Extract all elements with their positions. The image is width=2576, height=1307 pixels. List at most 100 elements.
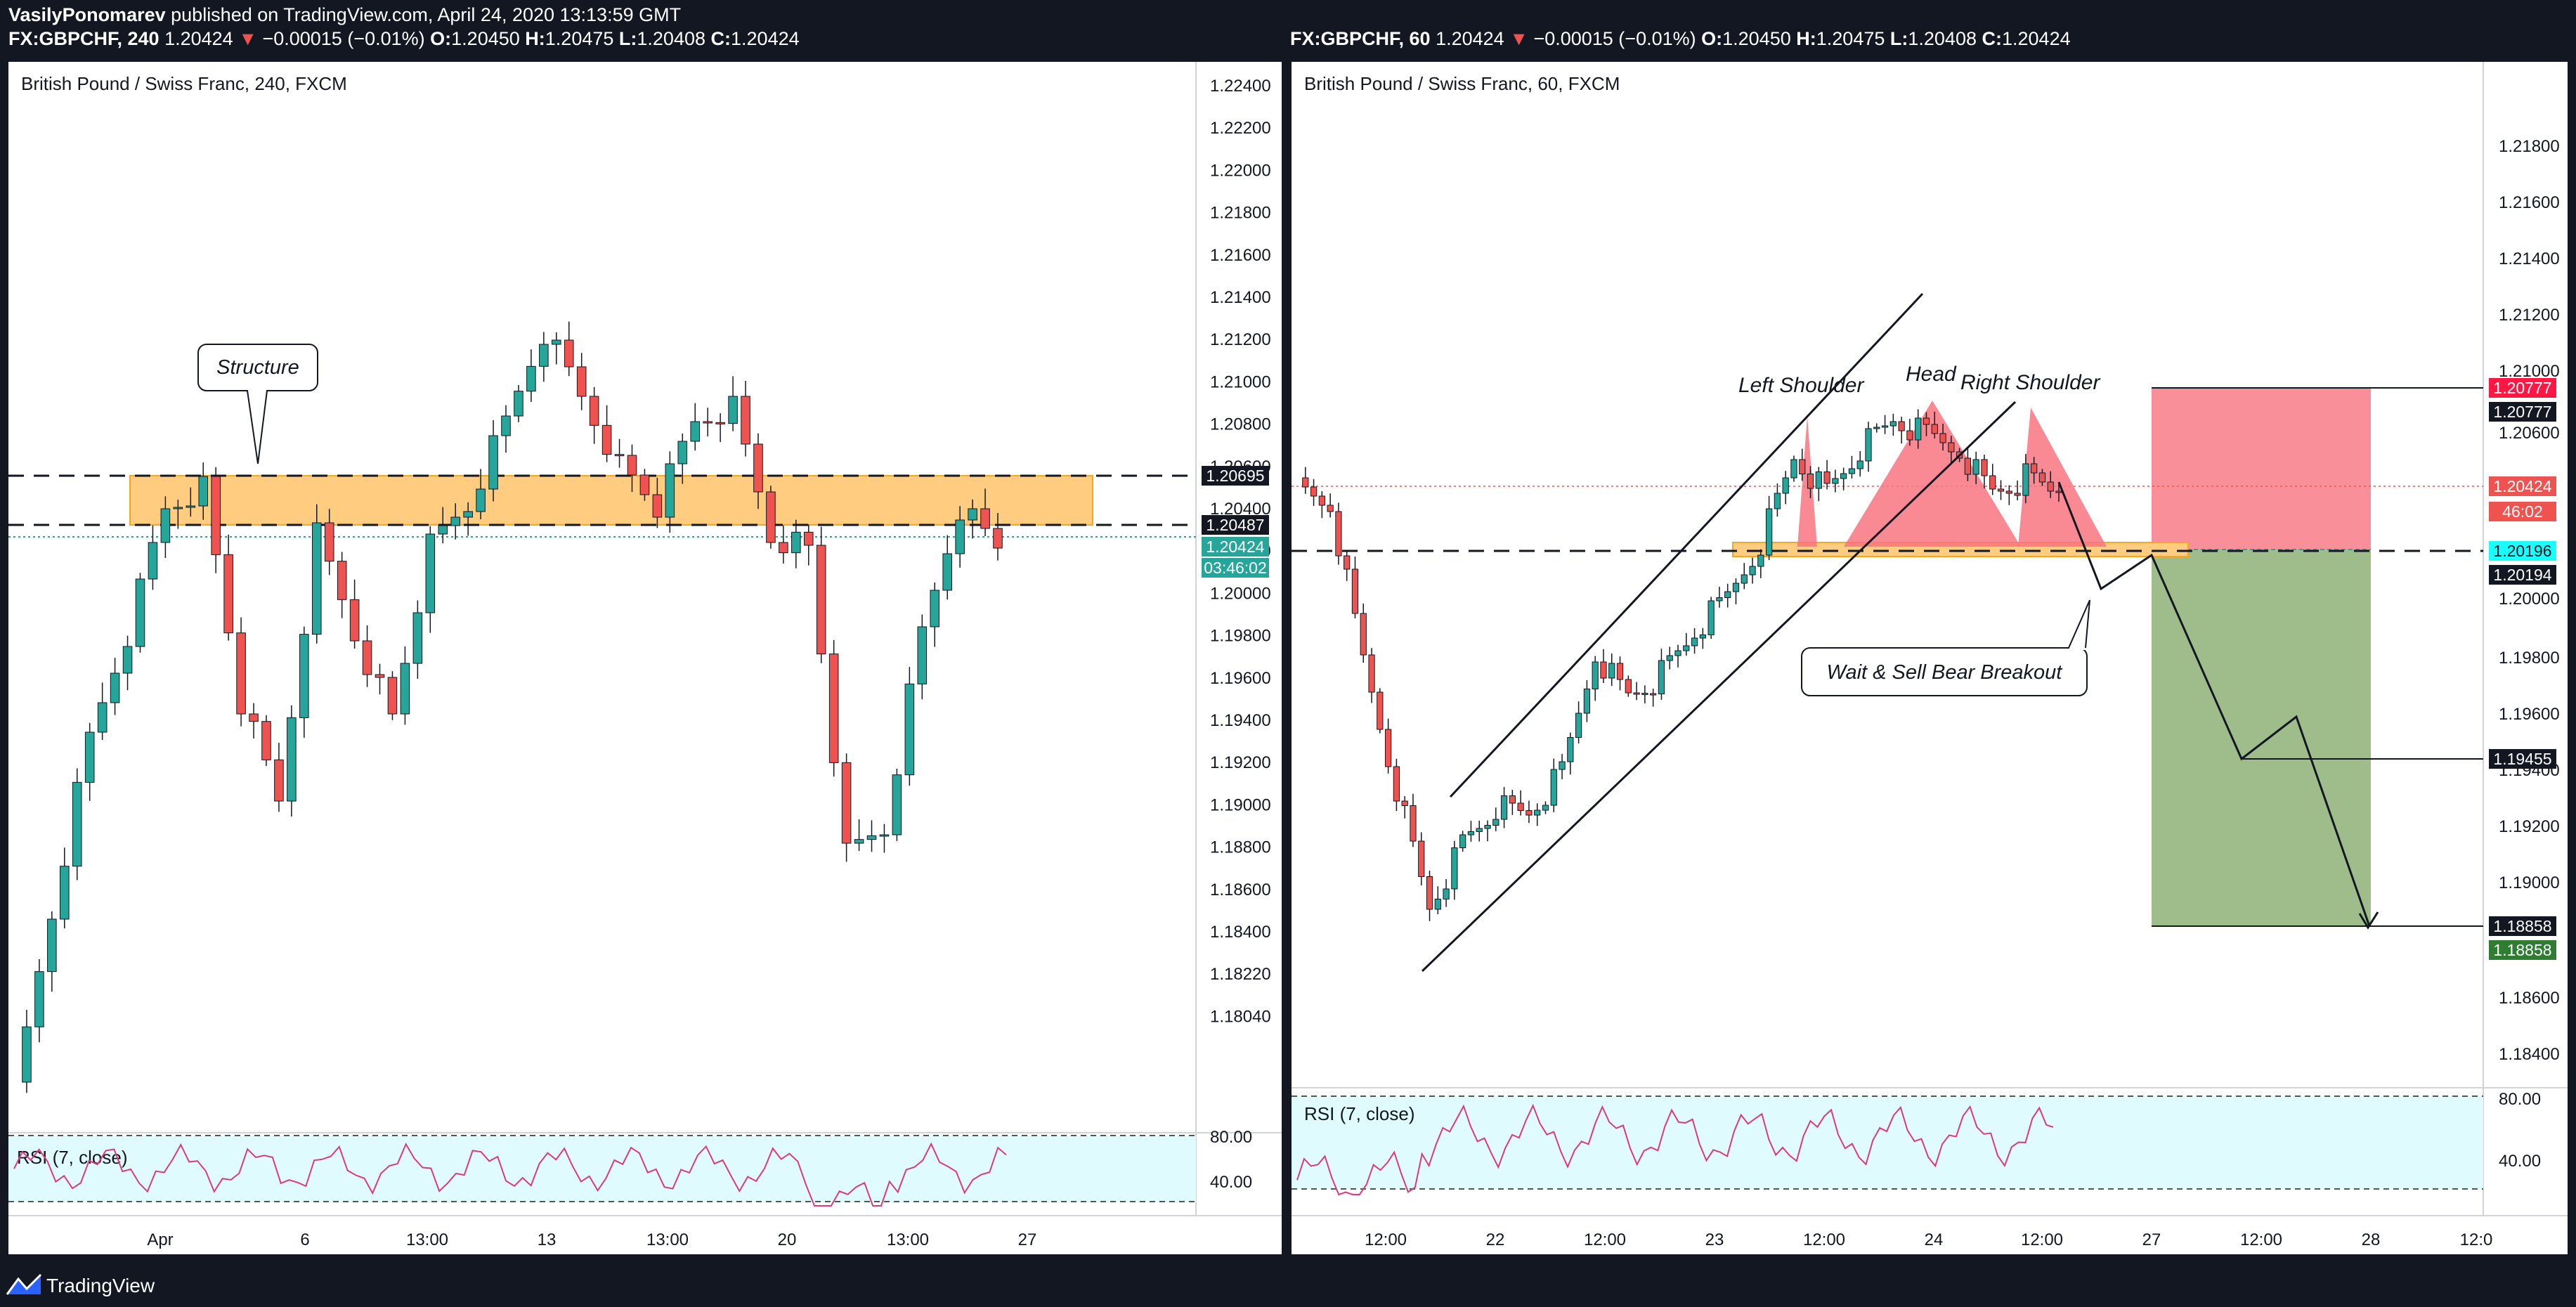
candle-body: [463, 511, 473, 518]
candle-body: [652, 494, 663, 518]
time-tick: 13:00: [406, 1230, 448, 1249]
candle-body: [942, 553, 952, 591]
candle-body: [955, 519, 965, 554]
candle-body: [2055, 490, 2062, 493]
time-tick: 27: [2142, 1230, 2161, 1249]
channel-upper-line[interactable]: [1449, 292, 1924, 798]
candle-body: [387, 677, 398, 715]
right-quote-line: FX:GBPCHF, 60 1.20424 ▼ −0.00015 (−0.01%…: [1290, 28, 2071, 50]
footer: TradingView: [0, 1265, 2576, 1307]
candle-body: [110, 672, 120, 703]
candle-body: [1757, 554, 1764, 567]
channel-lower-line[interactable]: [1421, 401, 2017, 973]
candle-body: [2005, 490, 2012, 494]
candle-body: [1972, 459, 1979, 475]
candle-body: [627, 455, 637, 476]
close-label: C:: [710, 28, 731, 49]
projected-path[interactable]: [2057, 481, 2371, 927]
open-label: O:: [430, 28, 452, 49]
candle-body: [1476, 828, 1483, 832]
candle-body: [299, 634, 309, 718]
low-label: L:: [1889, 28, 1908, 49]
candle-body: [425, 533, 436, 613]
candle-body: [2022, 463, 2029, 496]
candle-body: [904, 683, 915, 776]
candle-body: [1550, 769, 1557, 806]
wait-sell-callout[interactable]: [1801, 647, 2088, 696]
brand-name[interactable]: TradingView: [46, 1275, 155, 1296]
open-label: O:: [1701, 28, 1723, 49]
left-chart-title: British Pound / Swiss Franc, 240, FXCM: [21, 73, 347, 94]
price-label-target-green: [2489, 940, 2556, 960]
candle-body: [1443, 888, 1450, 899]
candle-body: [1815, 472, 1822, 489]
candle-body: [766, 491, 776, 543]
candle-body: [1534, 809, 1541, 816]
price-tick: 1.18040: [1210, 1007, 1271, 1026]
candle-body: [1616, 663, 1624, 680]
candle-body: [539, 344, 549, 367]
price-label-stop-black: [2489, 402, 2556, 422]
right-low: 1.20408: [1908, 28, 1977, 49]
candle-body: [223, 554, 233, 634]
candle-body: [1344, 555, 1351, 570]
candle-body: [1360, 613, 1367, 656]
time-tick: Apr: [147, 1230, 173, 1249]
candle-body: [1492, 819, 1500, 826]
candle-body: [1351, 568, 1359, 614]
price-tick: 1.21000: [1210, 372, 1271, 391]
right-shoulder-label: Right Shoulder: [1960, 371, 2100, 394]
candle-body: [84, 731, 95, 783]
time-tick: 22: [1486, 1230, 1505, 1249]
price-tick: 1.18600: [2499, 989, 2560, 1008]
right-shoulder-triangle[interactable]: [2018, 408, 2107, 547]
candle-body: [968, 508, 977, 521]
candle-body: [1989, 475, 1996, 490]
candle-body: [1517, 802, 1524, 811]
candle-body: [1583, 689, 1591, 714]
candle-body: [1327, 505, 1334, 512]
candle-body: [1377, 691, 1384, 730]
candle-body: [552, 339, 561, 345]
left-shoulder-label: Left Shoulder: [1738, 374, 1864, 397]
left-change: −0.00015 (−0.01%): [262, 28, 425, 49]
countdown-label: [1202, 558, 1269, 578]
right-chart-title: British Pound / Swiss Franc, 60, FXCM: [1304, 73, 1620, 94]
price-label-text: 1.20196: [2493, 542, 2551, 560]
candle-body: [450, 516, 460, 526]
candle-body: [879, 834, 890, 837]
time-tick: 13:00: [887, 1230, 929, 1249]
price-label-text: 1.18858: [2493, 917, 2551, 935]
structure-zone[interactable]: [129, 475, 1093, 526]
right-candles: [1302, 409, 2062, 921]
head-triangle[interactable]: [1844, 401, 2021, 547]
candle-body: [1873, 427, 1880, 429]
reward-zone[interactable]: [2152, 550, 2371, 926]
candle-body: [1426, 876, 1433, 910]
price-tick: 1.19400: [1210, 711, 1271, 730]
candle-body: [917, 626, 928, 684]
risk-zone[interactable]: [2152, 388, 2371, 550]
price-tick: 1.20000: [2499, 590, 2560, 609]
candle-body: [1881, 425, 1889, 428]
tradingview-logo-icon[interactable]: [6, 1273, 42, 1299]
left-high: 1.20475: [545, 28, 614, 49]
author-name[interactable]: VasilyPonomarev: [8, 4, 166, 25]
head-label: Head: [1906, 363, 1957, 386]
time-tick: 12:0: [2460, 1230, 2493, 1249]
candle-body: [639, 474, 650, 495]
price-tick: 1.20800: [1210, 415, 1271, 434]
candle-body: [1509, 795, 1516, 804]
left-rsi-line: [13, 1142, 1007, 1207]
price-tick: 1.18400: [1210, 923, 1271, 942]
publish-info: published on TradingView.com, April 24, …: [171, 4, 682, 25]
left-chart-panel[interactable]: British Pound / Swiss Franc, 240, FXCM: [8, 62, 1282, 1254]
price-tick: 1.21800: [1210, 204, 1271, 223]
price-tick: 1.21200: [1210, 330, 1271, 349]
candle-body: [892, 774, 902, 835]
candle-body: [236, 632, 246, 715]
price-label-text: 1.20777: [2493, 379, 2551, 397]
candle-body: [148, 542, 158, 580]
